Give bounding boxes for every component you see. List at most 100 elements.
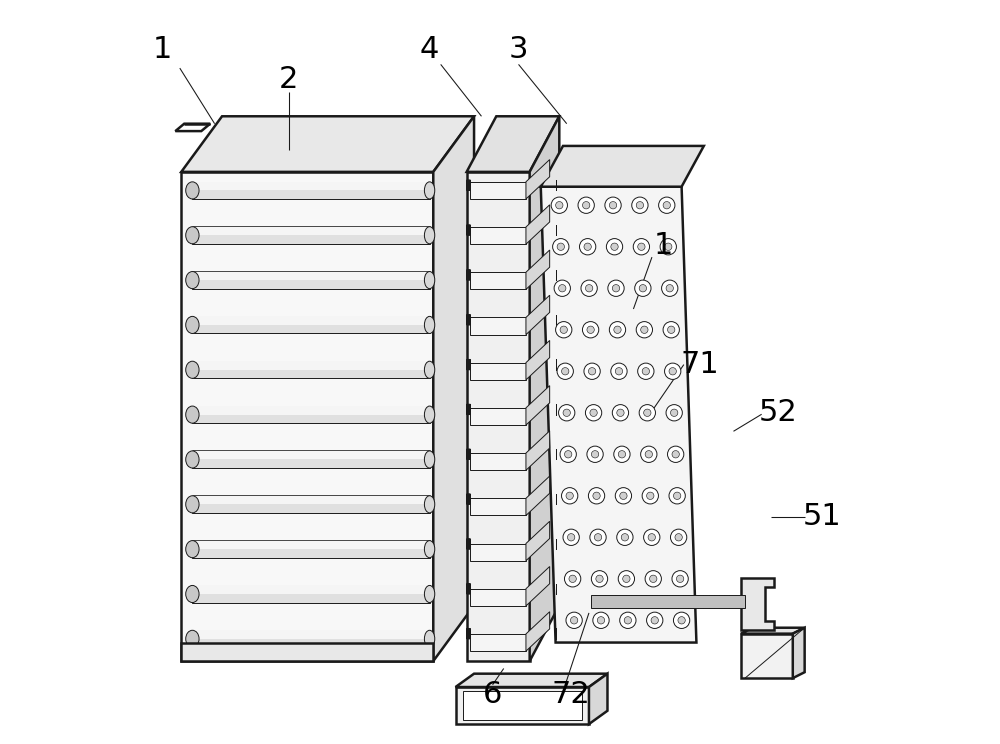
Circle shape [666, 284, 673, 292]
Circle shape [642, 368, 650, 375]
Circle shape [675, 533, 682, 541]
Polygon shape [192, 630, 430, 647]
Circle shape [641, 446, 657, 463]
Circle shape [676, 575, 684, 583]
Circle shape [620, 612, 636, 629]
Polygon shape [526, 476, 550, 516]
Polygon shape [192, 182, 430, 199]
Circle shape [585, 405, 602, 421]
Text: 6: 6 [483, 680, 502, 709]
Circle shape [673, 612, 690, 629]
Circle shape [585, 284, 593, 292]
Circle shape [584, 243, 591, 251]
Polygon shape [192, 272, 430, 280]
Circle shape [611, 243, 618, 251]
Circle shape [624, 617, 632, 624]
Circle shape [557, 243, 564, 251]
Circle shape [662, 280, 678, 296]
Polygon shape [456, 687, 589, 724]
Text: 4: 4 [420, 35, 439, 64]
Text: 72: 72 [551, 680, 590, 709]
Circle shape [551, 197, 567, 214]
Ellipse shape [186, 451, 199, 468]
Polygon shape [591, 595, 745, 609]
Circle shape [666, 405, 682, 421]
Circle shape [617, 409, 624, 417]
Text: 51: 51 [803, 502, 842, 531]
Circle shape [641, 326, 648, 333]
Circle shape [650, 575, 657, 583]
Polygon shape [470, 182, 526, 199]
Circle shape [623, 575, 630, 583]
Polygon shape [470, 544, 526, 561]
Circle shape [612, 284, 620, 292]
Circle shape [632, 197, 648, 214]
Polygon shape [192, 316, 430, 333]
Circle shape [639, 405, 655, 421]
Ellipse shape [186, 316, 199, 333]
Polygon shape [526, 566, 550, 606]
Polygon shape [541, 187, 696, 643]
Circle shape [665, 363, 681, 379]
Circle shape [579, 239, 596, 255]
Circle shape [556, 321, 572, 338]
Ellipse shape [424, 541, 435, 558]
Text: 2: 2 [279, 65, 298, 94]
Ellipse shape [186, 630, 199, 647]
Polygon shape [526, 341, 550, 380]
Polygon shape [192, 451, 430, 460]
Circle shape [663, 321, 679, 338]
Polygon shape [192, 586, 430, 603]
Circle shape [563, 409, 570, 417]
Polygon shape [175, 124, 210, 131]
Circle shape [668, 446, 684, 463]
Circle shape [609, 202, 617, 209]
Circle shape [588, 368, 596, 375]
Circle shape [565, 451, 572, 458]
Text: 1: 1 [653, 231, 673, 260]
Circle shape [615, 368, 623, 375]
Circle shape [663, 202, 670, 209]
Ellipse shape [186, 227, 199, 244]
Circle shape [648, 533, 655, 541]
Polygon shape [192, 451, 430, 468]
Circle shape [582, 321, 599, 338]
Circle shape [590, 529, 606, 545]
Circle shape [651, 617, 658, 624]
Circle shape [562, 368, 569, 375]
Circle shape [593, 612, 609, 629]
Circle shape [659, 197, 675, 214]
Circle shape [556, 202, 563, 209]
Text: 3: 3 [509, 35, 528, 64]
Ellipse shape [424, 227, 435, 244]
Ellipse shape [424, 182, 435, 199]
Circle shape [605, 197, 621, 214]
Circle shape [578, 197, 594, 214]
Circle shape [633, 239, 650, 255]
Circle shape [660, 239, 676, 255]
Circle shape [615, 487, 632, 504]
Ellipse shape [424, 586, 435, 603]
Circle shape [563, 529, 579, 545]
Circle shape [669, 368, 676, 375]
Circle shape [553, 239, 569, 255]
Circle shape [584, 363, 600, 379]
Polygon shape [541, 146, 704, 187]
Circle shape [590, 409, 597, 417]
Text: 71: 71 [681, 350, 720, 379]
Polygon shape [463, 690, 582, 720]
Polygon shape [530, 116, 559, 661]
Circle shape [564, 571, 581, 587]
Circle shape [608, 280, 624, 296]
Polygon shape [192, 227, 430, 235]
Circle shape [672, 451, 679, 458]
Polygon shape [470, 498, 526, 516]
Circle shape [566, 612, 582, 629]
Circle shape [644, 409, 651, 417]
Circle shape [581, 280, 597, 296]
Polygon shape [470, 318, 526, 335]
Circle shape [606, 239, 623, 255]
Polygon shape [192, 316, 430, 325]
Circle shape [665, 243, 672, 251]
Circle shape [638, 363, 654, 379]
